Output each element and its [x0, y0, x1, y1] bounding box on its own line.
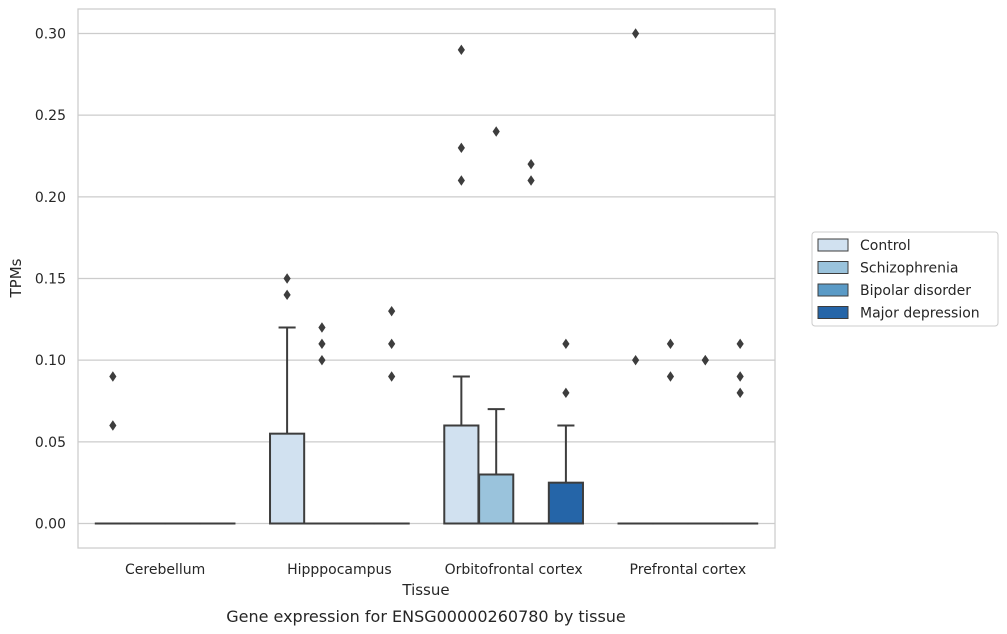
outlier-point — [318, 338, 326, 350]
outlier-point — [318, 354, 326, 366]
outlier-point — [109, 420, 117, 431]
outlier-point — [492, 126, 500, 137]
outlier-point — [388, 371, 396, 382]
outlier-point — [562, 338, 570, 350]
outlier-point — [562, 387, 570, 399]
y-tick-label: 0.20 — [35, 190, 66, 206]
legend-swatch — [817, 238, 849, 252]
outlier-point — [527, 175, 535, 186]
outlier-point — [283, 289, 291, 301]
y-tick-label: 0.25 — [35, 108, 66, 124]
x-tick-label: Hipppocampus — [287, 562, 392, 578]
outlier-point — [527, 158, 535, 170]
gridlines — [78, 32, 775, 525]
y-tick-label: 0.30 — [35, 27, 66, 43]
x-axis-ticks: Cerebellum Hipppocampus Orbitofrontal cort… — [125, 562, 746, 578]
legend-swatch — [817, 306, 849, 319]
box-iqr — [547, 481, 584, 525]
legend-label: Schizophrenia — [860, 261, 958, 277]
x-axis-label: Tissue — [401, 581, 449, 599]
outlier-point — [666, 338, 675, 350]
box-control — [269, 326, 306, 525]
boxes — [94, 326, 759, 525]
box-iqr — [443, 424, 480, 525]
outlier-point — [388, 338, 396, 350]
x-tick-label: Orbitofrontal cortex — [445, 562, 583, 578]
outlier-point — [736, 387, 744, 399]
y-tick-label: 0.00 — [35, 517, 66, 533]
outlier-point — [318, 322, 326, 333]
chart-caption: Gene expression for ENSG00000260780 by t… — [226, 607, 626, 626]
legend-frame — [811, 231, 999, 327]
box-major-depression — [547, 424, 584, 525]
outlier-point — [388, 305, 396, 317]
x-tick-label: Prefrontal cortex — [630, 562, 747, 578]
plot-frame — [77, 8, 776, 549]
outlier-point — [457, 44, 465, 56]
outlier-point — [283, 273, 291, 284]
outlier-point — [109, 371, 117, 382]
outlier-point — [701, 354, 709, 366]
legend-label: Control — [860, 238, 911, 254]
outlier-point — [457, 175, 465, 186]
legend-swatch — [817, 261, 849, 274]
y-tick-label: 0.15 — [35, 272, 66, 288]
legend-label: Major depression — [860, 306, 980, 322]
box-iqr — [478, 473, 515, 525]
y-axis-ticks: 0.00 0.05 0.10 0.15 0.20 0.25 0.30 — [35, 27, 66, 533]
outlier-point — [632, 28, 640, 39]
outlier-point — [736, 338, 744, 350]
outlier-point — [666, 371, 675, 382]
box-iqr — [269, 432, 306, 525]
y-tick-label: 0.05 — [35, 435, 66, 451]
box-schizophrenia — [478, 408, 515, 525]
outliers — [109, 28, 744, 431]
box-control — [443, 375, 480, 525]
legend-label: Bipolar disorder — [860, 283, 971, 299]
y-axis-label: TPMs — [7, 258, 25, 298]
legend: Control Schizophrenia Bipolar disorder Majo… — [811, 231, 999, 327]
legend-swatch — [817, 283, 849, 297]
outlier-point — [632, 354, 640, 366]
outlier-point — [457, 142, 465, 154]
x-tick-label: Cerebellum — [125, 562, 205, 578]
y-tick-label: 0.10 — [35, 353, 66, 369]
outlier-point — [736, 371, 744, 382]
